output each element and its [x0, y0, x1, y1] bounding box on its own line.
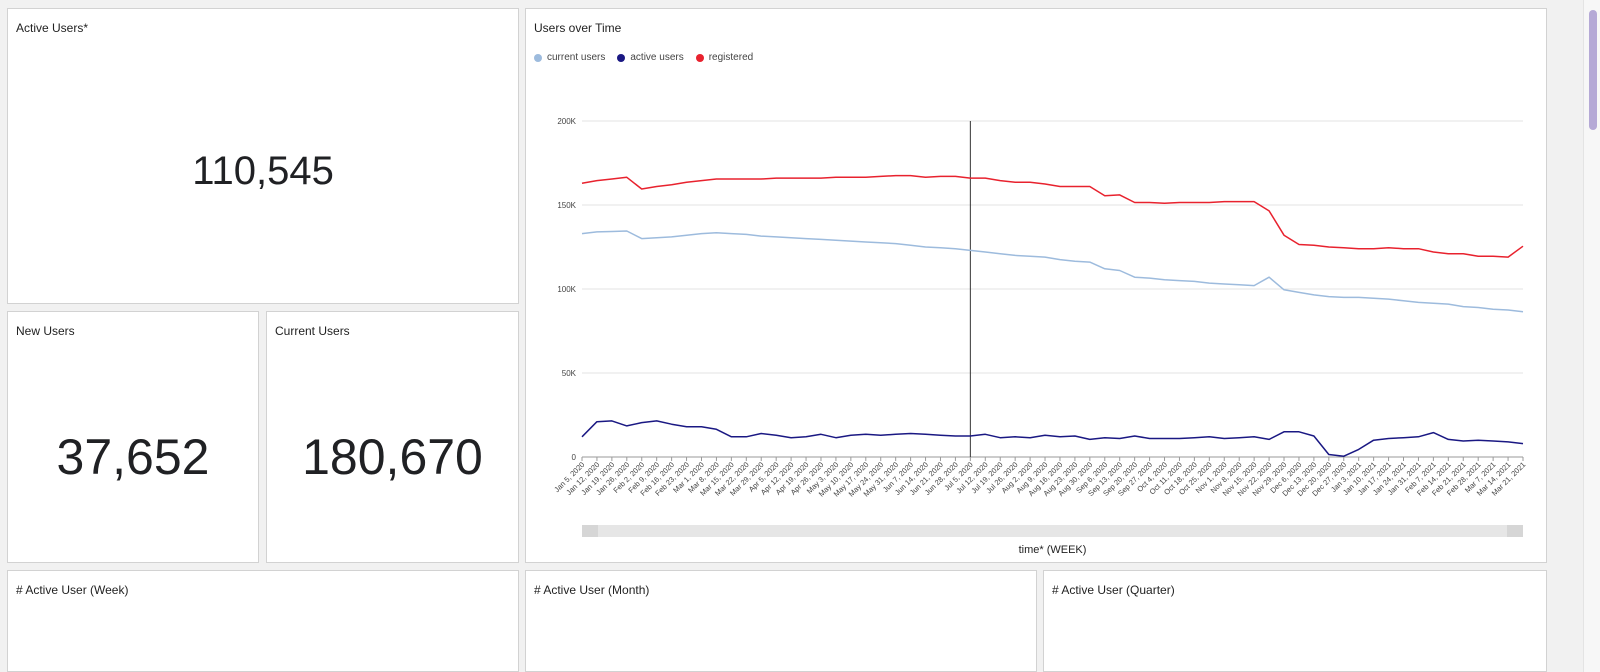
- series-line-current-users: [581, 230, 1524, 313]
- chart-range-slider-left-handle[interactable]: [582, 525, 598, 537]
- legend-label-current-users: current users: [547, 52, 606, 63]
- active-user-week-card[interactable]: # Active User (Week): [7, 570, 519, 672]
- active-users-title: Active Users*: [16, 21, 89, 35]
- active-user-quarter-card[interactable]: # Active User (Quarter): [1043, 570, 1547, 672]
- chart-range-slider-right-handle[interactable]: [1507, 525, 1523, 537]
- x-axis-label: time* (WEEK): [1019, 544, 1087, 556]
- active-user-month-card[interactable]: # Active User (Month): [525, 570, 1037, 672]
- current-users-title: Current Users: [275, 324, 350, 338]
- current-users-card[interactable]: Current Users 180,670: [266, 311, 519, 563]
- legend-item-current-users[interactable]: current users: [534, 52, 605, 63]
- y-tick-label: 200K: [557, 117, 576, 126]
- series-line-active-users: [581, 420, 1524, 457]
- series-line-registered: [581, 174, 1524, 258]
- active-users-card[interactable]: Active Users* 110,545: [7, 8, 519, 304]
- chart-legend: current users active users registered: [534, 52, 753, 63]
- y-tick-label: 0: [572, 453, 577, 462]
- legend-item-registered[interactable]: registered: [695, 52, 754, 63]
- chart-range-slider[interactable]: [582, 525, 1523, 537]
- legend-label-registered: registered: [708, 52, 754, 63]
- active-user-quarter-title: # Active User (Quarter): [1052, 583, 1175, 597]
- active-user-week-title: # Active User (Week): [16, 583, 129, 597]
- legend-dot-current-users: [534, 53, 542, 62]
- new-users-title: New Users: [16, 324, 75, 338]
- legend-item-active-users[interactable]: active users: [617, 52, 684, 63]
- legend-dot-active-users: [617, 53, 626, 62]
- y-tick-label: 100K: [557, 285, 576, 294]
- page-scrollbar[interactable]: [1583, 0, 1600, 672]
- y-tick-label: 50K: [562, 369, 577, 378]
- chart-title: Users over Time: [534, 21, 622, 35]
- users-over-time-card[interactable]: Users over Time current users active use…: [525, 8, 1547, 563]
- legend-dot-registered: [695, 53, 704, 62]
- new-users-value: 37,652: [56, 429, 210, 485]
- active-user-month-title: # Active User (Month): [534, 583, 650, 597]
- y-tick-label: 150K: [557, 201, 576, 210]
- active-users-value: 110,545: [192, 149, 334, 193]
- new-users-card[interactable]: New Users 37,652: [7, 311, 259, 563]
- current-users-value: 180,670: [302, 429, 483, 485]
- page-scrollbar-thumb[interactable]: [1589, 10, 1597, 130]
- legend-label-active-users: active users: [630, 52, 684, 63]
